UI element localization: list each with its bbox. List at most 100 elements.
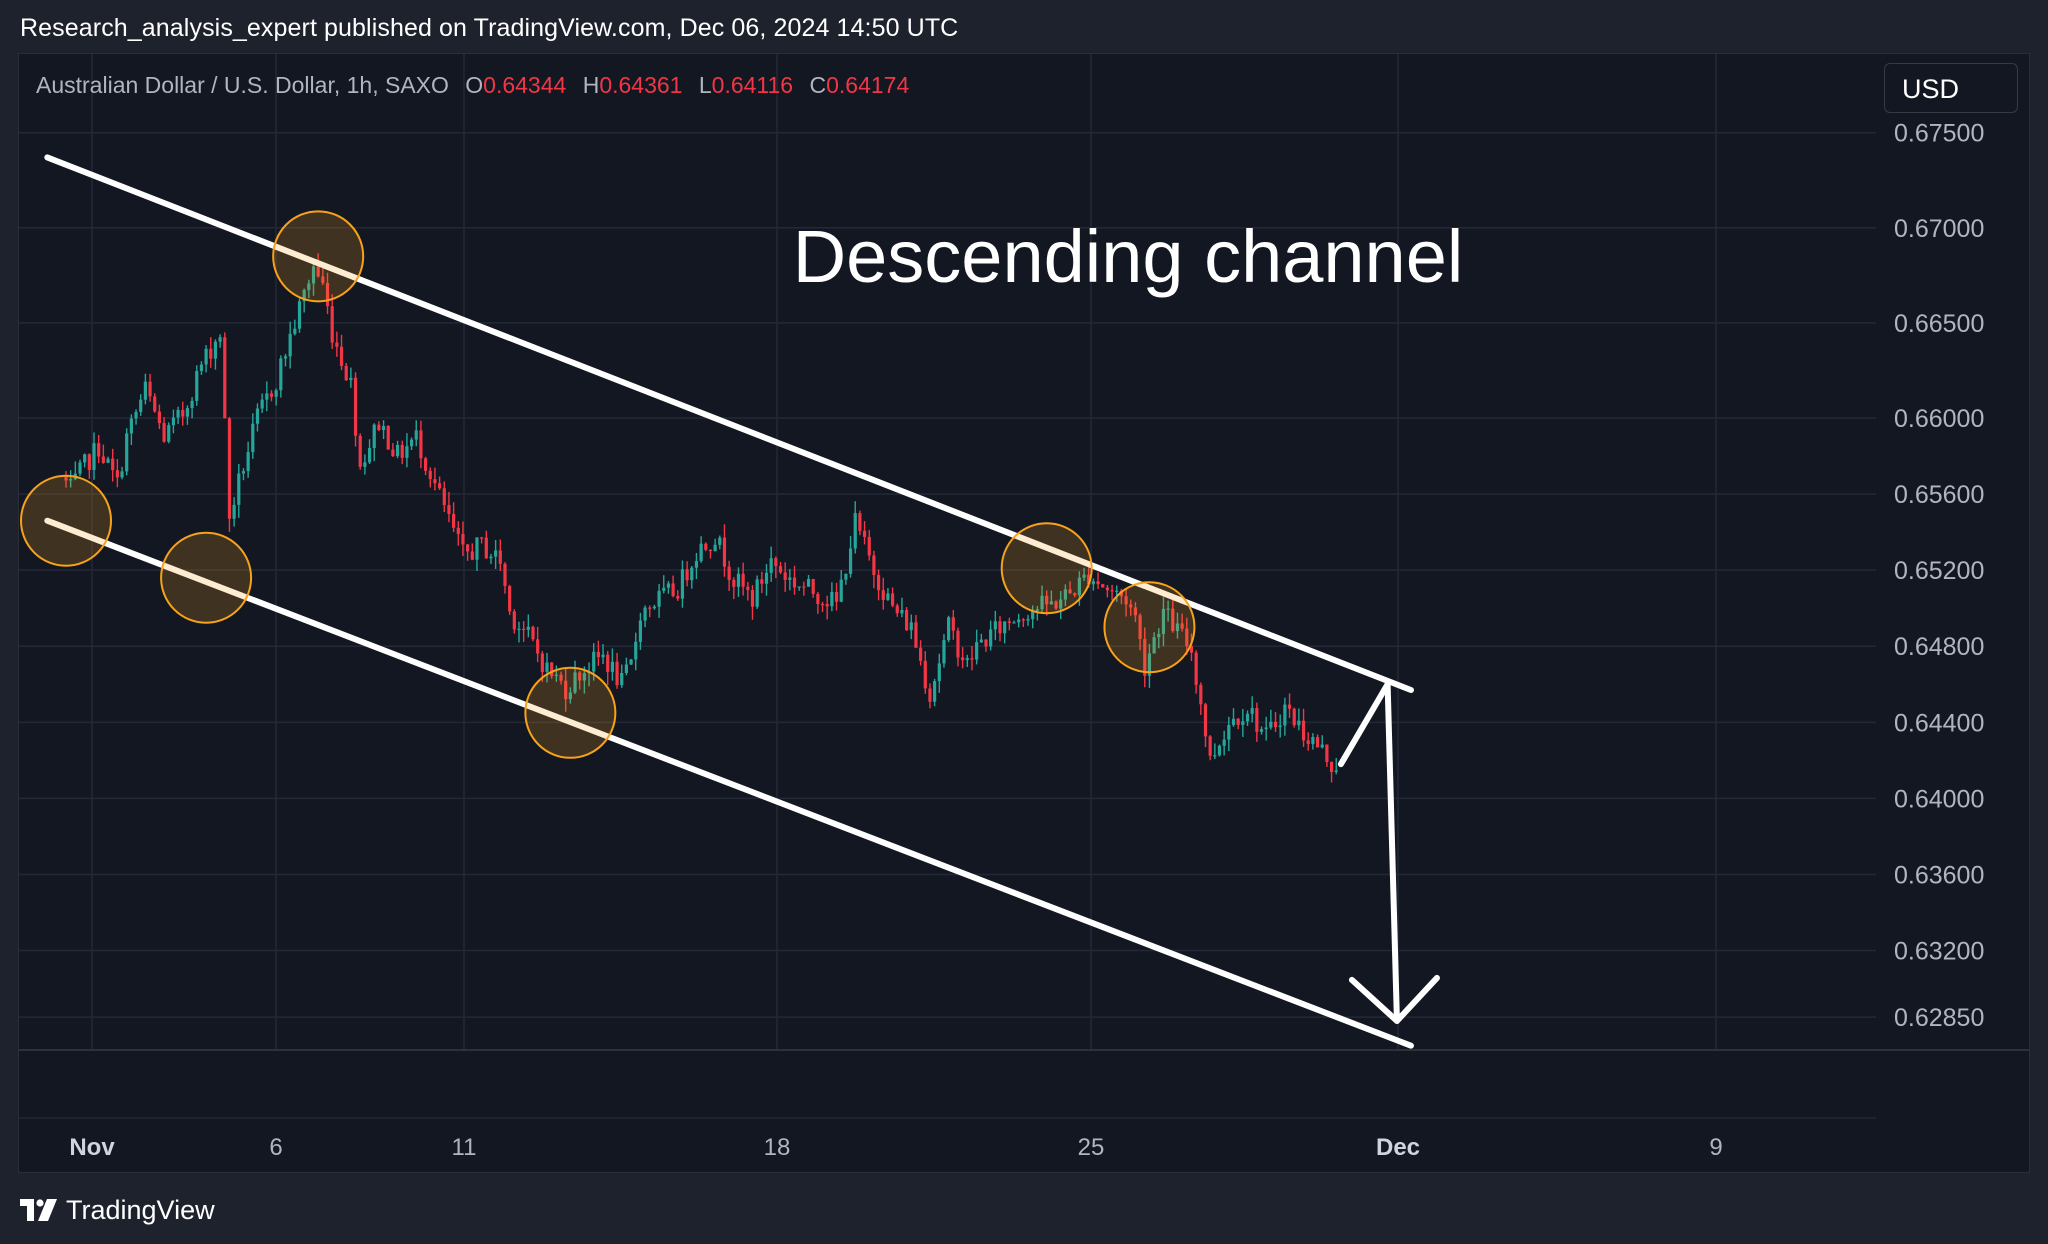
- candle-body: [157, 411, 161, 424]
- candle-body: [1227, 724, 1231, 740]
- ohlc-legend: Australian Dollar / U.S. Dollar, 1h, SAX…: [36, 72, 909, 99]
- candle-body: [1129, 604, 1133, 608]
- candle-body: [1199, 684, 1203, 705]
- candle-body: [251, 423, 255, 453]
- candle-body: [1297, 720, 1301, 726]
- time-tick-label: 6: [269, 1134, 282, 1161]
- candle-body: [1068, 589, 1072, 594]
- candle-body: [685, 569, 689, 581]
- candle-body: [503, 563, 507, 587]
- candle-body: [1264, 727, 1268, 730]
- candle-body: [153, 396, 157, 412]
- candle-body: [517, 628, 521, 631]
- candle-body: [961, 657, 965, 661]
- candle-body: [975, 642, 979, 660]
- candle-body: [176, 410, 180, 418]
- candle-body: [162, 423, 166, 442]
- touch-marker-circle: [272, 210, 365, 303]
- candle-body: [802, 586, 806, 588]
- price-tick-label: 0.64400: [1894, 709, 1984, 737]
- candle-body: [792, 577, 797, 588]
- candle-body: [820, 603, 825, 606]
- candle-body: [1152, 637, 1156, 654]
- candle-body: [213, 341, 218, 359]
- candle-body: [1133, 607, 1138, 616]
- candle-body: [1222, 739, 1226, 746]
- chart-panel[interactable]: [18, 53, 2030, 1173]
- candle-body: [1082, 574, 1086, 578]
- candle-body: [428, 470, 432, 480]
- candle-body: [452, 513, 456, 528]
- price-tick-label: 0.66500: [1894, 310, 1984, 338]
- candle-body: [620, 672, 624, 686]
- candle-body: [905, 610, 909, 631]
- candle-body: [339, 346, 344, 366]
- candle-body: [1208, 736, 1212, 756]
- candle-body: [134, 411, 138, 419]
- time-axis: Nov 6 11 18 25 Dec 9: [69, 1134, 1722, 1161]
- low-value: 0.64116: [711, 72, 794, 98]
- candle-body: [708, 549, 713, 552]
- candle-body: [550, 662, 554, 676]
- price-axis: 0.67500 0.67000 0.66500 0.66000 0.65600 0.652…: [1894, 120, 1984, 1032]
- candle-body: [1250, 708, 1254, 714]
- candle-body: [1259, 729, 1264, 732]
- candle-body: [470, 551, 474, 560]
- low-label: L: [698, 72, 712, 98]
- candle-body: [414, 430, 418, 440]
- candle-body: [120, 471, 124, 478]
- candle-body: [601, 654, 605, 658]
- candle-body: [1049, 601, 1053, 605]
- candle-body: [83, 454, 87, 463]
- candle-body: [638, 620, 643, 642]
- tradingview-brand[interactable]: TradingView: [20, 1192, 215, 1228]
- candle-body: [125, 433, 129, 472]
- candle-body: [1255, 708, 1259, 732]
- candle-body: [363, 462, 367, 467]
- candle-body: [736, 573, 741, 587]
- time-tick-label: 18: [764, 1134, 791, 1161]
- candle-body: [1166, 608, 1170, 610]
- candle-body: [1194, 652, 1198, 685]
- candle-body: [386, 426, 390, 450]
- candle-body: [400, 444, 404, 458]
- candle-body: [1231, 718, 1236, 725]
- candle-body: [279, 358, 283, 391]
- candle-body: [405, 446, 409, 458]
- candle-body: [1096, 581, 1100, 585]
- touch-marker-circle: [1000, 522, 1093, 615]
- candle-body: [461, 534, 465, 545]
- candle-body: [965, 658, 969, 661]
- candle-body: [797, 586, 801, 588]
- candle-body: [666, 583, 671, 588]
- candle-body: [316, 266, 320, 277]
- candle-body: [694, 561, 699, 568]
- candle-body: [227, 418, 232, 519]
- candle-body: [914, 622, 918, 648]
- candle-body: [433, 479, 437, 484]
- candle-body: [844, 573, 848, 580]
- candle-body: [353, 377, 358, 436]
- candle-body: [531, 626, 535, 640]
- candle-body: [1311, 736, 1315, 744]
- candle-body: [349, 377, 353, 381]
- currency-button[interactable]: USD: [1884, 63, 2018, 113]
- candle-body: [755, 579, 759, 607]
- candle-body: [1241, 721, 1245, 725]
- symbol-label: Australian Dollar / U.S. Dollar, 1h, SAX…: [36, 72, 449, 98]
- candle-body: [774, 558, 778, 567]
- candle-body: [423, 458, 428, 471]
- candle-body: [1320, 744, 1324, 748]
- candle-body: [671, 583, 675, 597]
- candle-body: [246, 452, 250, 472]
- price-tick-label: 0.64000: [1894, 785, 1984, 813]
- candle-body: [923, 660, 927, 689]
- candle-body: [704, 543, 708, 550]
- candle-body: [1045, 595, 1049, 605]
- candle-body: [909, 622, 913, 631]
- candle-body: [232, 504, 236, 519]
- open-value: 0.64344: [483, 72, 567, 98]
- candle-body: [171, 417, 176, 426]
- candle-body: [237, 473, 241, 505]
